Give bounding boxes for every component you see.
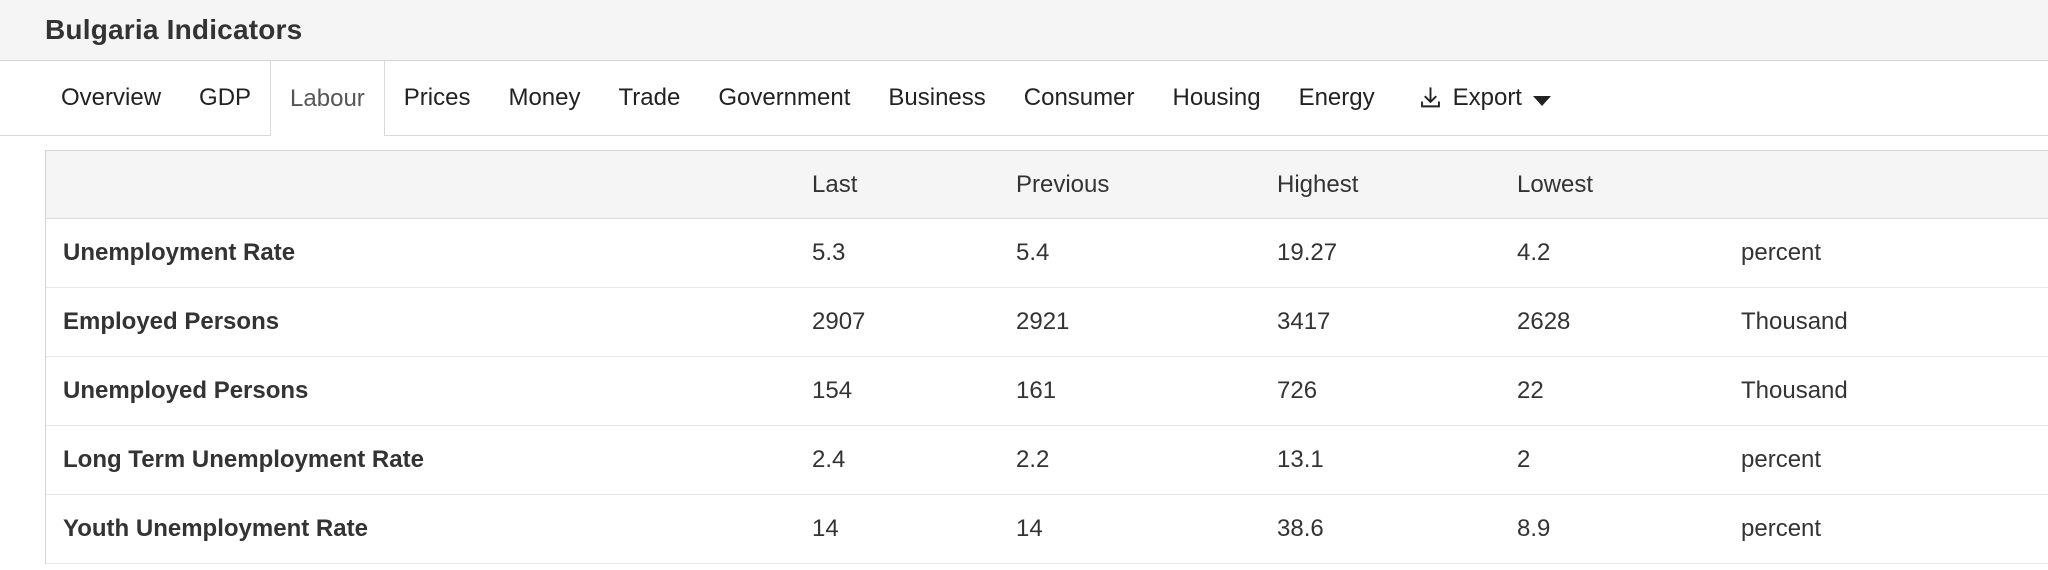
lowest-value: 4.2 — [1517, 239, 1551, 266]
highest-value: 19.27 — [1277, 239, 1338, 266]
export-label: Export — [1452, 84, 1522, 111]
unit-label: percent — [1741, 239, 1822, 266]
tab-bar: Overview GDP Labour Prices Money Trade G… — [0, 61, 2048, 136]
tab-government[interactable]: Government — [718, 84, 851, 111]
export-button[interactable]: Export — [1398, 61, 1570, 135]
indicator-link[interactable]: Unemployed Persons — [63, 377, 309, 404]
tab-gdp[interactable]: GDP — [199, 84, 252, 111]
tab-consumer[interactable]: Consumer — [1023, 84, 1135, 111]
last-value: 5.3 — [812, 239, 846, 266]
highest-value: 3417 — [1277, 308, 1331, 335]
unit-label: Thousand — [1741, 377, 1848, 404]
tab-overview[interactable]: Overview — [61, 84, 162, 111]
tab-money[interactable]: Money — [508, 84, 581, 111]
table-row: Long Term Unemployment Rate 2.4 2.2 13.1… — [46, 426, 2048, 495]
header-previous: Previous — [1016, 170, 1110, 198]
table-row: Unemployment Rate 5.3 5.4 19.27 4.2 perc… — [46, 219, 2048, 288]
table-row: Employed Persons 2907 2921 3417 2628 Tho… — [46, 288, 2048, 357]
lowest-value: 2 — [1517, 446, 1531, 473]
previous-value: 161 — [1016, 377, 1057, 404]
indicator-link[interactable]: Employed Persons — [63, 308, 280, 335]
tab-prices[interactable]: Prices — [403, 84, 471, 111]
indicators-table: Last Previous Highest Lowest Unemploymen… — [45, 150, 2048, 564]
tab-energy[interactable]: Energy — [1298, 84, 1375, 111]
table-row: Youth Unemployment Rate 14 14 38.6 8.9 p… — [46, 495, 2048, 564]
table-row: Unemployed Persons 154 161 726 22 Thousa… — [46, 357, 2048, 426]
last-value: 14 — [812, 515, 839, 542]
indicator-link[interactable]: Unemployment Rate — [63, 239, 296, 266]
unit-label: percent — [1741, 515, 1822, 542]
unit-label: percent — [1741, 446, 1822, 473]
previous-value: 14 — [1016, 515, 1043, 542]
header-highest: Highest — [1277, 170, 1359, 198]
last-value: 2.4 — [812, 446, 846, 473]
lowest-value: 8.9 — [1517, 515, 1551, 542]
lowest-value: 22 — [1517, 377, 1544, 404]
unit-label: Thousand — [1741, 308, 1848, 335]
indicator-link[interactable]: Youth Unemployment Rate — [63, 515, 368, 542]
previous-value: 2921 — [1016, 308, 1070, 335]
highest-value: 726 — [1277, 377, 1318, 404]
highest-value: 13.1 — [1277, 446, 1324, 473]
tab-housing[interactable]: Housing — [1172, 84, 1261, 111]
page-title: Bulgaria Indicators — [45, 14, 303, 45]
tab-labour[interactable]: Labour — [270, 61, 385, 136]
previous-value: 5.4 — [1016, 239, 1050, 266]
page-title-bar: Bulgaria Indicators — [0, 0, 2048, 61]
previous-value: 2.2 — [1016, 446, 1050, 473]
tab-business[interactable]: Business — [888, 84, 986, 111]
caret-down-icon — [1532, 95, 1551, 106]
last-value: 154 — [812, 377, 853, 404]
tab-trade[interactable]: Trade — [618, 84, 681, 111]
table-header-row: Last Previous Highest Lowest — [46, 151, 2048, 219]
highest-value: 38.6 — [1277, 515, 1324, 542]
header-lowest: Lowest — [1517, 170, 1594, 198]
indicator-link[interactable]: Long Term Unemployment Rate — [63, 446, 424, 473]
download-icon — [1420, 86, 1440, 107]
lowest-value: 2628 — [1517, 308, 1571, 335]
header-last: Last — [812, 170, 858, 198]
last-value: 2907 — [812, 308, 866, 335]
